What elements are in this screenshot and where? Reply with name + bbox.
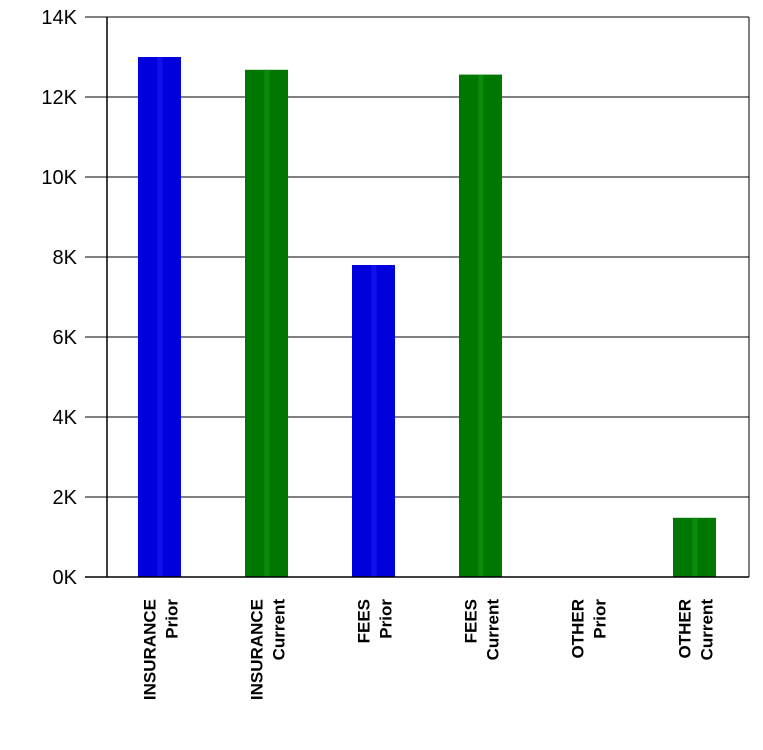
category-label-line2: Current [698,599,717,661]
category-label-3: FEES Current [462,599,503,661]
bar-highlight-5 [692,517,698,577]
category-label-line2: Prior [163,599,182,639]
category-label-4: OTHER Prior [569,599,610,659]
y-tick-label: 8K [53,247,78,269]
category-label-line1: OTHER [569,599,588,659]
category-label-5: OTHER Current [676,599,717,661]
category-label-line1: FEES [355,599,374,643]
bar-highlight-1 [264,69,270,578]
grid-lines [107,16,749,578]
category-label-0: INSURANCE Prior [141,599,182,700]
y-axis-tick-labels: 0K 2K 4K 6K 8K 10K 12K 14K [41,7,77,589]
category-label-line1: INSURANCE [248,599,267,700]
y-tick-label: 0K [53,567,78,589]
axes [85,16,750,578]
category-label-line1: OTHER [676,599,695,659]
bar-highlight-2 [371,265,377,577]
category-label-2: FEES Prior [355,599,396,644]
category-label-line2: Prior [591,599,610,639]
y-tick-label: 6K [53,327,78,349]
category-label-line2: Current [270,599,289,661]
y-tick-label: 10K [41,167,77,189]
category-label-line2: Prior [377,599,396,639]
y-tick-label: 4K [53,407,78,429]
category-label-line2: Current [484,599,503,661]
x-axis-category-labels: INSURANCE Prior INSURANCE Current FEES Prior F… [141,599,717,700]
y-tick-label: 12K [41,87,77,109]
y-tick-label: 14K [41,7,77,29]
bar-highlight-0 [157,57,163,577]
bar-highlight-3 [478,74,484,577]
category-label-line1: INSURANCE [141,599,160,700]
y-tick-label: 2K [53,487,78,509]
bars [138,57,716,578]
category-label-line1: FEES [462,599,481,643]
category-label-1: INSURANCE Current [248,599,289,700]
